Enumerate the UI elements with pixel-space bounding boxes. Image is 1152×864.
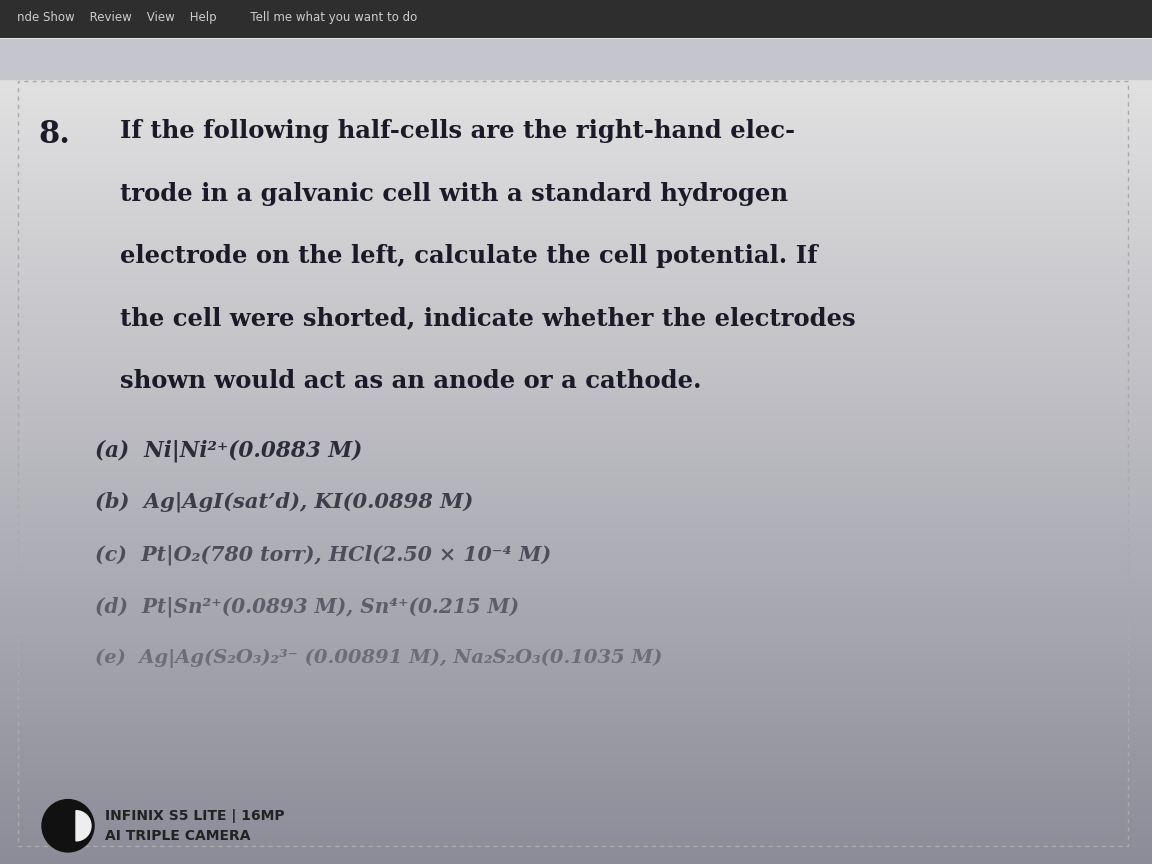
Text: (b)  Ag|AgI(sat’d), KI(0.0898 M): (b) Ag|AgI(sat’d), KI(0.0898 M) [94, 492, 473, 512]
Text: nde Show    Review    View    Help         Tell me what you want to do: nde Show Review View Help Tell me what y… [17, 11, 417, 24]
Text: If the following half-cells are the right-hand elec-: If the following half-cells are the righ… [120, 119, 795, 143]
Bar [0, 39, 1152, 79]
Text: (a)  Ni|Ni²⁺(0.0883 M): (a) Ni|Ni²⁺(0.0883 M) [94, 440, 362, 462]
Text: (c)  Pt|O₂(780 torr), HCl(2.50 × 10⁻⁴ M): (c) Pt|O₂(780 torr), HCl(2.50 × 10⁻⁴ M) [94, 544, 552, 564]
Text: (d)  Pt|Sn²⁺(0.0893 M), Sn⁴⁺(0.215 M): (d) Pt|Sn²⁺(0.0893 M), Sn⁴⁺(0.215 M) [94, 596, 520, 617]
Circle shape [41, 799, 94, 852]
Wedge shape [45, 810, 60, 841]
Text: (e)  Ag|Ag(S₂O₃)₂³⁻ (0.00891 M), Na₂S₂O₃(0.1035 M): (e) Ag|Ag(S₂O₃)₂³⁻ (0.00891 M), Na₂S₂O₃(… [94, 649, 662, 668]
Text: trode in a galvanic cell with a standard hydrogen: trode in a galvanic cell with a standard… [120, 181, 788, 206]
Text: shown would act as an anode or a cathode.: shown would act as an anode or a cathode… [120, 369, 702, 393]
Text: 8.: 8. [38, 119, 70, 150]
Wedge shape [76, 810, 91, 841]
Text: AI TRIPLE CAMERA: AI TRIPLE CAMERA [105, 829, 250, 842]
Text: electrode on the left, calculate the cell potential. If: electrode on the left, calculate the cel… [120, 245, 818, 268]
Text: the cell were shorted, indicate whether the electrodes: the cell were shorted, indicate whether … [120, 307, 856, 331]
Text: INFINIX S5 LITE | 16MP: INFINIX S5 LITE | 16MP [105, 809, 285, 823]
